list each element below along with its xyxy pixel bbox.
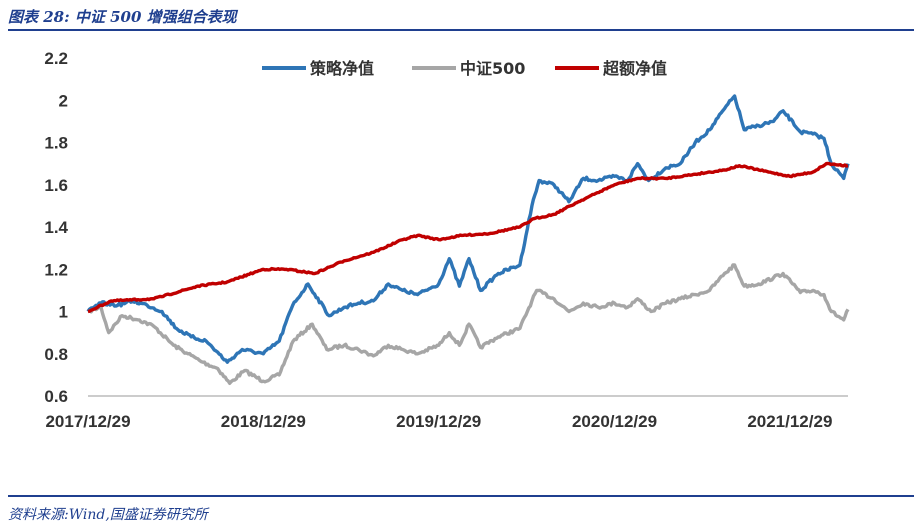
x-tick-label: 2020/12/29 bbox=[572, 412, 657, 431]
y-tick-label: 1.8 bbox=[44, 134, 68, 153]
source-rule bbox=[8, 495, 914, 497]
y-tick-label: 1.6 bbox=[44, 176, 68, 195]
y-tick-label: 1 bbox=[59, 303, 68, 322]
y-axis: 0.6 0.8 1 1.2 1.4 1.6 1.8 2 2.2 bbox=[44, 49, 68, 406]
y-tick-label: 2.2 bbox=[44, 49, 68, 68]
source-note: 资料来源:Wind,国盛证券研究所 bbox=[8, 507, 208, 523]
y-tick-label: 0.8 bbox=[44, 345, 68, 364]
legend-label: 策略净值 bbox=[309, 59, 374, 78]
y-tick-label: 1.4 bbox=[44, 218, 68, 237]
x-tick-label: 2018/12/29 bbox=[221, 412, 306, 431]
legend-label: 中证500 bbox=[460, 59, 525, 78]
x-tick-label: 2019/12/29 bbox=[396, 412, 481, 431]
x-tick-label: 2021/12/29 bbox=[747, 412, 832, 431]
y-tick-label: 0.6 bbox=[44, 387, 68, 406]
x-tick-label: 2017/12/29 bbox=[45, 412, 130, 431]
legend-label: 超额净值 bbox=[602, 59, 667, 78]
y-tick-label: 2 bbox=[59, 91, 68, 110]
series-line-2 bbox=[87, 161, 849, 314]
series-line-1 bbox=[86, 263, 850, 385]
x-axis: 2017/12/29 2018/12/29 2019/12/29 2020/12/29… bbox=[45, 395, 848, 431]
caption-rule bbox=[8, 29, 914, 31]
figure-caption: 图表 28: 中证 500 增强组合表现 bbox=[8, 8, 237, 26]
series-layer bbox=[86, 94, 850, 385]
legend: 策略净值 中证500 超额净值 bbox=[262, 59, 667, 78]
y-tick-label: 1.2 bbox=[44, 260, 68, 279]
series-line-0 bbox=[86, 94, 850, 364]
